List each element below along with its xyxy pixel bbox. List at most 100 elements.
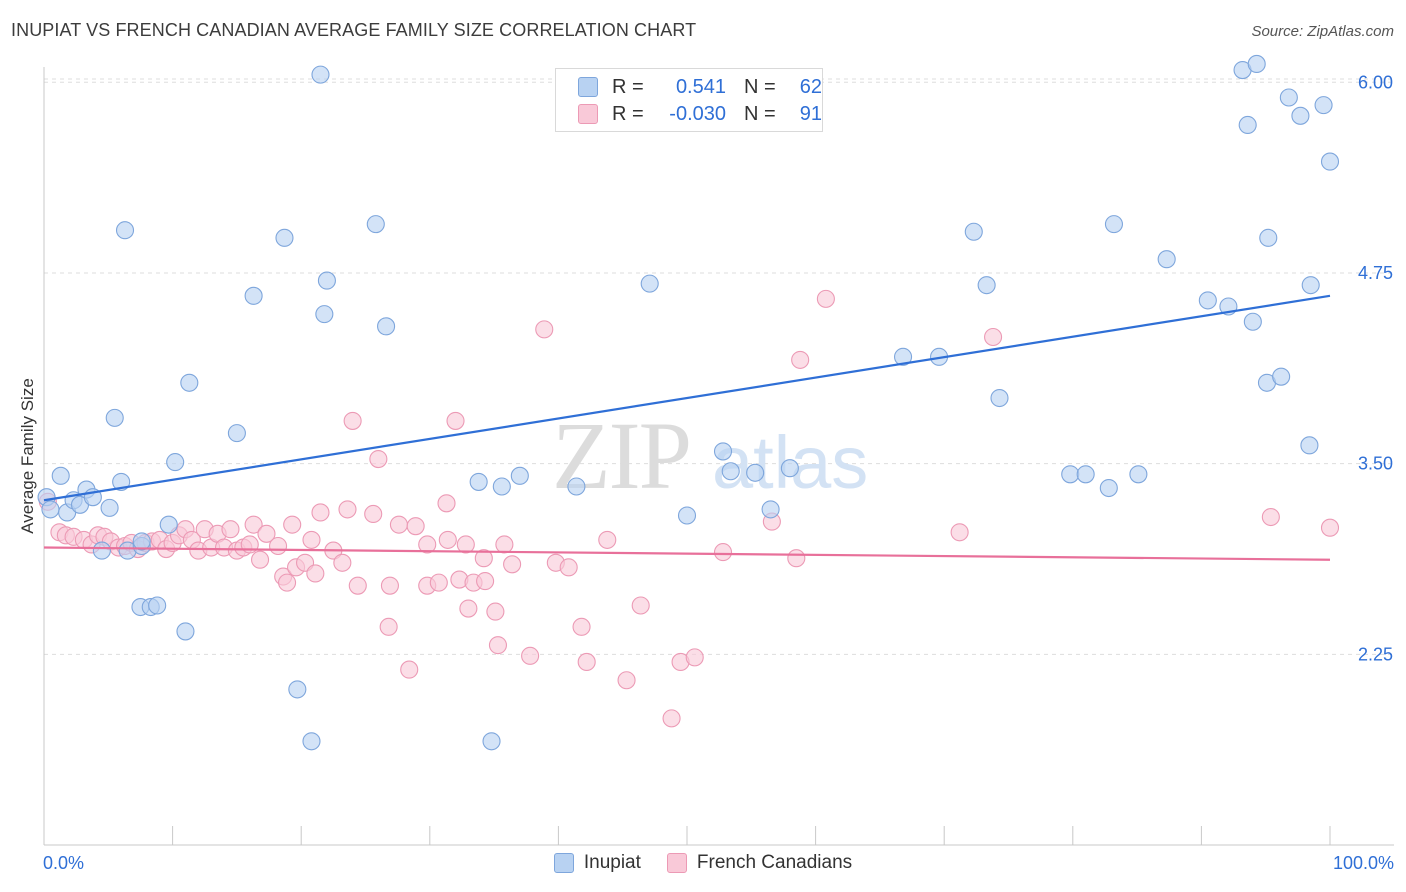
french-canadians-point <box>617 671 636 690</box>
inupiat-point <box>51 466 70 485</box>
r-label: R = <box>612 75 644 98</box>
french-canadians-point <box>1261 507 1280 527</box>
inupiat-point <box>366 215 385 234</box>
french-canadians-point <box>364 504 383 524</box>
french-canadians-point <box>950 523 969 542</box>
inupiat-point <box>492 477 511 496</box>
inupiat-point <box>746 463 765 482</box>
inupiat-point <box>721 462 740 481</box>
inupiat-point <box>964 222 983 241</box>
french-canadians-point <box>495 535 514 554</box>
french-canadians-point <box>459 599 478 618</box>
y-axis-label: Average Family Size <box>18 378 37 534</box>
gridlines <box>44 78 1394 655</box>
french-canadians-point <box>488 636 508 655</box>
inupiat-point <box>1238 115 1257 135</box>
series-label-french-canadians: French Canadians <box>696 852 853 873</box>
french-canadians-point <box>338 500 357 519</box>
french-canadians-point <box>379 617 398 636</box>
french-canadians-point <box>685 648 704 667</box>
french-canadians-point <box>380 576 399 595</box>
inupiat-point <box>1320 152 1340 171</box>
inupiat-point <box>315 305 334 324</box>
french-canadians-point <box>437 494 456 513</box>
inupiat-point <box>180 373 199 392</box>
inupiat-point <box>713 442 733 461</box>
french-canadians-point <box>438 530 457 549</box>
correlation-legend: R = 0.541 N = 62 R = -0.030 N = 91 <box>555 68 823 132</box>
french-canadians-point <box>984 327 1003 347</box>
inupiat-point <box>990 388 1009 408</box>
french-canadians-point <box>816 289 835 308</box>
french-canadians-point <box>333 553 352 572</box>
legend-swatch-french-canadians <box>578 104 598 124</box>
french-canadians-point <box>598 530 617 549</box>
inupiat-point <box>1314 96 1333 115</box>
french-canadians-point <box>791 350 810 369</box>
inupiat-point <box>1300 436 1319 455</box>
inupiat-point <box>302 732 321 751</box>
inupiat-point <box>1259 228 1278 247</box>
inupiat-point <box>132 532 151 551</box>
series-legend: Inupiat French Canadians <box>0 852 1406 874</box>
inupiat-point <box>227 424 246 443</box>
french-canadians-point <box>559 558 578 577</box>
inupiat-point <box>893 347 913 366</box>
inupiat-point <box>1301 276 1320 295</box>
n-label: N = <box>744 102 776 125</box>
inupiat-point <box>1198 291 1217 310</box>
inupiat-point <box>482 732 501 751</box>
french-canadians-point <box>577 652 596 671</box>
r-value-inupiat: 0.541 <box>675 75 726 98</box>
inupiat-points <box>37 54 1340 751</box>
french-canadians-point <box>535 320 554 339</box>
inupiat-point <box>176 622 195 641</box>
french-canadians-point <box>250 550 270 569</box>
french-canadians-point <box>400 660 419 679</box>
inupiat-point <box>275 228 294 247</box>
inupiat-point <box>761 500 780 519</box>
french-canadians-point <box>406 517 425 536</box>
inupiat-point <box>148 596 167 615</box>
x-tick-label-max: 100.0% <box>1332 853 1394 873</box>
inupiat-point <box>977 276 996 295</box>
n-value-inupiat: 62 <box>799 75 822 98</box>
inupiat-point <box>112 472 131 491</box>
series-label-inupiat: Inupiat <box>583 852 641 873</box>
french-canadians-point <box>369 450 388 469</box>
series-swatch-french-canadians <box>666 853 687 873</box>
inupiat-point <box>41 500 60 519</box>
series-legend-french-canadians[interactable]: French Canadians <box>666 852 853 874</box>
series-legend-inupiat[interactable]: Inupiat <box>553 852 641 874</box>
legend-row-french-canadians: R = -0.030 N = 91 <box>578 101 822 127</box>
n-value-french-canadians: 91 <box>799 102 822 125</box>
french-canadians-point <box>662 709 681 728</box>
french-canadians-point <box>476 572 495 591</box>
french-canadians-point <box>343 411 362 430</box>
inupiat-point <box>1291 106 1310 125</box>
inupiat-point <box>115 221 135 240</box>
inupiat-trend-line <box>43 294 1331 502</box>
r-value-french-canadians: -0.030 <box>669 102 726 125</box>
french-canadians-point <box>474 549 493 568</box>
y-tick-label: 2.25 <box>1358 644 1393 664</box>
inupiat-point <box>244 286 263 305</box>
x-tick-marks <box>43 826 1331 845</box>
inupiat-point <box>311 65 330 84</box>
inupiat-point <box>1243 312 1262 331</box>
y-tick-label: 6.00 <box>1358 72 1393 92</box>
inupiat-point <box>469 472 488 491</box>
french-canadians-point <box>486 602 505 621</box>
inupiat-point <box>1279 88 1298 107</box>
french-canadians-point <box>278 573 297 592</box>
french-canadians-point <box>311 503 330 522</box>
watermark: ZIP atlas <box>552 402 868 509</box>
series-swatch-inupiat <box>553 853 574 873</box>
y-tick-label: 3.50 <box>1358 454 1393 474</box>
inupiat-point <box>1247 54 1266 73</box>
inupiat-point <box>166 453 185 472</box>
r-label: R = <box>612 102 644 125</box>
inupiat-point <box>1061 465 1080 484</box>
inupiat-point <box>567 477 586 496</box>
